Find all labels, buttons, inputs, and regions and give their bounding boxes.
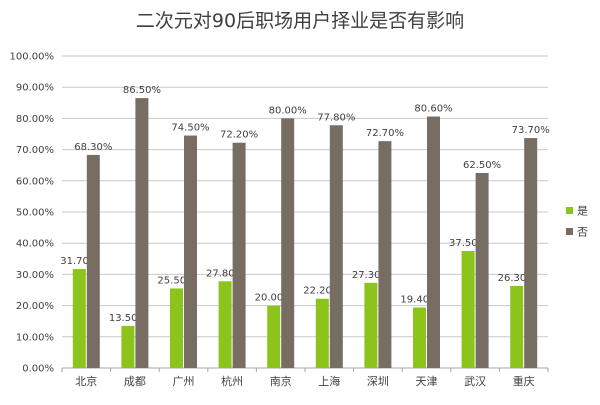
bar-no xyxy=(281,118,295,369)
y-tick-label: 0.00% xyxy=(22,364,54,375)
bar-yes xyxy=(315,298,329,368)
x-category-label: 广州 xyxy=(173,375,195,388)
bar-no xyxy=(135,98,149,369)
y-tick-label: 90.00% xyxy=(16,83,54,94)
y-tick-label: 80.00% xyxy=(16,114,54,125)
data-label: 77.80% xyxy=(317,112,355,123)
y-tick-label: 60.00% xyxy=(16,176,54,187)
bar-no xyxy=(329,125,343,368)
data-label: 73.70% xyxy=(512,125,550,136)
data-label: 37.50% xyxy=(449,238,487,249)
bar-yes xyxy=(218,281,232,368)
bar-yes xyxy=(364,282,378,368)
bar-yes xyxy=(170,288,183,368)
y-tick-label: 30.00% xyxy=(16,270,54,281)
bar-yes xyxy=(413,307,426,368)
bar-yes xyxy=(267,305,281,368)
bar-no xyxy=(378,141,392,368)
y-tick-label: 50.00% xyxy=(16,208,54,219)
chart-title: 二次元对90后职场用户择业是否有影响 xyxy=(135,10,465,32)
bar-yes xyxy=(510,285,524,368)
data-label: 27.30% xyxy=(352,270,390,281)
data-label: 26.30% xyxy=(498,273,536,284)
data-label: 72.20% xyxy=(220,130,258,141)
legend-label: 否 xyxy=(577,226,588,239)
data-label: 31.70% xyxy=(60,256,98,267)
y-tick-label: 40.00% xyxy=(16,239,54,250)
data-label: 25.50% xyxy=(157,275,195,286)
x-category-label: 南京 xyxy=(270,374,292,388)
x-category-label: 北京 xyxy=(75,374,97,388)
y-tick-label: 20.00% xyxy=(16,301,54,312)
data-label: 68.30% xyxy=(74,142,112,153)
x-category-label: 重庆 xyxy=(513,374,535,388)
bar-no xyxy=(427,116,440,368)
x-category-label: 深圳 xyxy=(367,375,389,388)
legend-swatch xyxy=(566,228,573,235)
data-label: 20.00% xyxy=(255,293,293,304)
bar-yes xyxy=(72,269,86,368)
bar-no xyxy=(184,135,197,368)
y-tick-label: 10.00% xyxy=(16,332,54,343)
data-label: 74.50% xyxy=(171,123,209,134)
x-category-label: 上海 xyxy=(318,374,340,388)
bar-no xyxy=(524,138,538,368)
x-category-label: 成都 xyxy=(124,375,146,388)
legend-label: 是 xyxy=(577,205,588,218)
bar-no xyxy=(475,173,489,368)
data-label: 80.00% xyxy=(269,105,307,116)
bar-yes xyxy=(461,251,475,368)
legend-swatch xyxy=(566,207,573,214)
x-category-label: 杭州 xyxy=(221,374,243,388)
y-tick-label: 70.00% xyxy=(16,145,54,156)
data-label: 62.50% xyxy=(463,160,501,171)
x-category-label: 天津 xyxy=(416,375,438,388)
bar-no xyxy=(232,142,246,368)
data-label: 72.70% xyxy=(366,128,404,139)
data-label: 27.80% xyxy=(206,268,244,279)
data-label: 19.40% xyxy=(400,294,438,305)
bar-no xyxy=(86,154,100,368)
bar-yes xyxy=(121,325,135,368)
data-label: 80.60% xyxy=(414,104,452,115)
data-label: 86.50% xyxy=(123,85,161,96)
y-tick-label: 100.00% xyxy=(10,52,55,63)
data-label: 22.20% xyxy=(303,286,341,297)
data-label: 13.50% xyxy=(109,313,147,324)
x-category-label: 武汉 xyxy=(464,375,486,388)
